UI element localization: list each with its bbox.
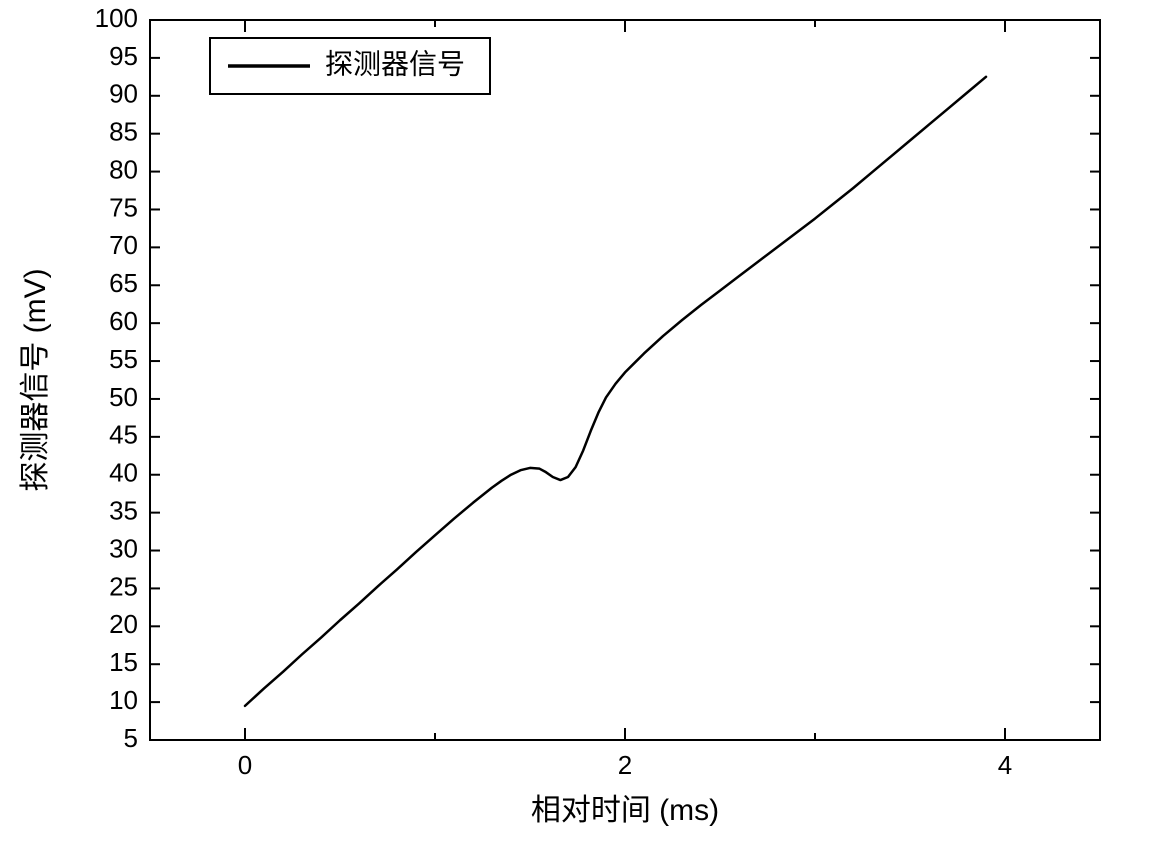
- y-tick-label: 100: [95, 3, 138, 33]
- y-tick-label: 10: [109, 685, 138, 715]
- y-tick-label: 55: [109, 344, 138, 374]
- y-tick-label: 25: [109, 571, 138, 601]
- x-tick-label: 2: [618, 750, 632, 780]
- x-tick-label: 0: [238, 750, 252, 780]
- chart-container: 5101520253035404550556065707580859095100…: [0, 0, 1149, 861]
- y-tick-label: 90: [109, 79, 138, 109]
- y-axis-label: 探测器信号 (mV): [19, 268, 52, 491]
- y-tick-label: 20: [109, 609, 138, 639]
- y-tick-label: 95: [109, 41, 138, 71]
- y-tick-label: 5: [124, 723, 138, 753]
- y-tick-label: 30: [109, 533, 138, 563]
- y-tick-label: 75: [109, 192, 138, 222]
- y-tick-label: 70: [109, 230, 138, 260]
- y-tick-label: 15: [109, 647, 138, 677]
- x-axis-label: 相对时间 (ms): [531, 794, 719, 827]
- legend-label: 探测器信号: [325, 48, 465, 79]
- chart-svg: 5101520253035404550556065707580859095100…: [0, 0, 1149, 861]
- y-tick-label: 35: [109, 496, 138, 526]
- y-tick-label: 45: [109, 420, 138, 450]
- y-tick-label: 80: [109, 154, 138, 184]
- y-tick-label: 40: [109, 458, 138, 488]
- y-tick-label: 60: [109, 306, 138, 336]
- x-tick-label: 4: [998, 750, 1012, 780]
- y-tick-label: 65: [109, 268, 138, 298]
- y-tick-label: 85: [109, 117, 138, 147]
- y-tick-label: 50: [109, 382, 138, 412]
